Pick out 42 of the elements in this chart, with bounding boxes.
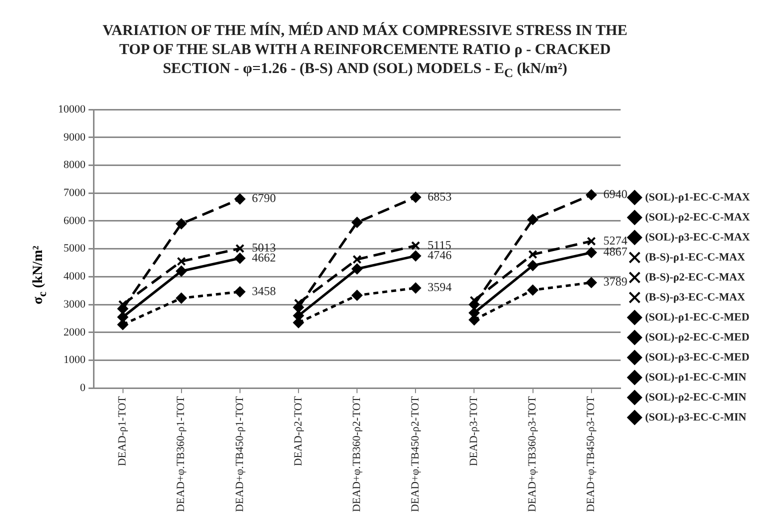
y-tick-label: 0 (80, 382, 86, 394)
y-tick-label: 10000 (58, 103, 86, 116)
y-tick-label: 6000 (64, 214, 86, 227)
legend-label: (SOL)-ρ1-EC-C-MAX (645, 191, 750, 204)
x-tick-label: DEAD+φ.TB360-ρ1-TOT (175, 396, 188, 512)
x-tick-label: DEAD+φ.TB450-ρ1-TOT (234, 396, 246, 512)
y-tick-label: 5000 (64, 242, 86, 255)
x-tick-label: DEAD+φ.TB360-ρ3-TOT (526, 396, 539, 512)
data-label: 6940 (603, 186, 628, 201)
chart-title: VARIATION OF THE MÍN, MÉD AND MÁX COMPRESSIVE STRESS IN THE TOP OF THE SLAB WITH A REINFORCEMENTE RATIO ρ - CRACKED SECTION - φ=1.26 - (B-S) AND (SOL) MODELS - E$_{C}$ (kN/m²) (102, 22, 628, 82)
legend-label: (SOL)-ρ1-EC-C-MED (645, 311, 750, 324)
legend-label: (SOL)-ρ2-EC-C-MIN (645, 391, 746, 404)
data-label: 5274 (603, 233, 628, 248)
data-label: 6790 (252, 191, 276, 206)
legend-label: (SOL)-ρ3-EC-C-MED (645, 351, 750, 364)
y-tick-label: 7000 (64, 187, 86, 200)
data-label: 3594 (428, 280, 452, 294)
x-tick-label: DEAD+φ.TB450-ρ2-TOT (410, 396, 422, 512)
x-tick-label: DEAD-ρ1-TOT (116, 396, 129, 466)
y-tick-label: 8000 (64, 159, 86, 172)
legend-label: (B-S)-ρ1-EC-C-MAX (645, 251, 746, 264)
data-label: 4867 (603, 244, 628, 259)
y-tick-label: 1000 (64, 354, 86, 366)
y-tick-label: 4000 (64, 270, 86, 283)
y-tick-label: 2000 (64, 326, 86, 338)
x-tick-label: DEAD-ρ2-TOT (292, 396, 304, 466)
x-tick-label: DEAD+φ.TB450-ρ3-TOT (585, 396, 598, 512)
legend-label: (SOL)-ρ1-EC-C-MIN (645, 371, 746, 384)
x-tick-label: DEAD-ρ3-TOT (468, 396, 480, 466)
legend-label: (SOL)-ρ2-EC-C-MED (645, 331, 750, 344)
legend-label: (SOL)-ρ3-EC-C-MIN (645, 411, 746, 424)
legend-label: (B-S)-ρ3-EC-C-MAX (645, 291, 746, 304)
legend-label: (B-S)-ρ2-EC-C-MAX (645, 271, 746, 284)
y-tick-label: 3000 (64, 298, 86, 310)
legend-label: (SOL)-ρ2-EC-C-MAX (645, 211, 750, 224)
x-tick-label: DEAD+φ.TB360-ρ2-TOT (350, 396, 363, 512)
y-tick-label: 9000 (64, 131, 86, 144)
data-label: 6853 (428, 189, 452, 204)
data-label: 3789 (603, 274, 628, 289)
legend-label: (SOL)-ρ3-EC-C-MAX (645, 231, 750, 244)
data-label: 5013 (252, 240, 276, 255)
data-label: 3458 (252, 284, 276, 298)
